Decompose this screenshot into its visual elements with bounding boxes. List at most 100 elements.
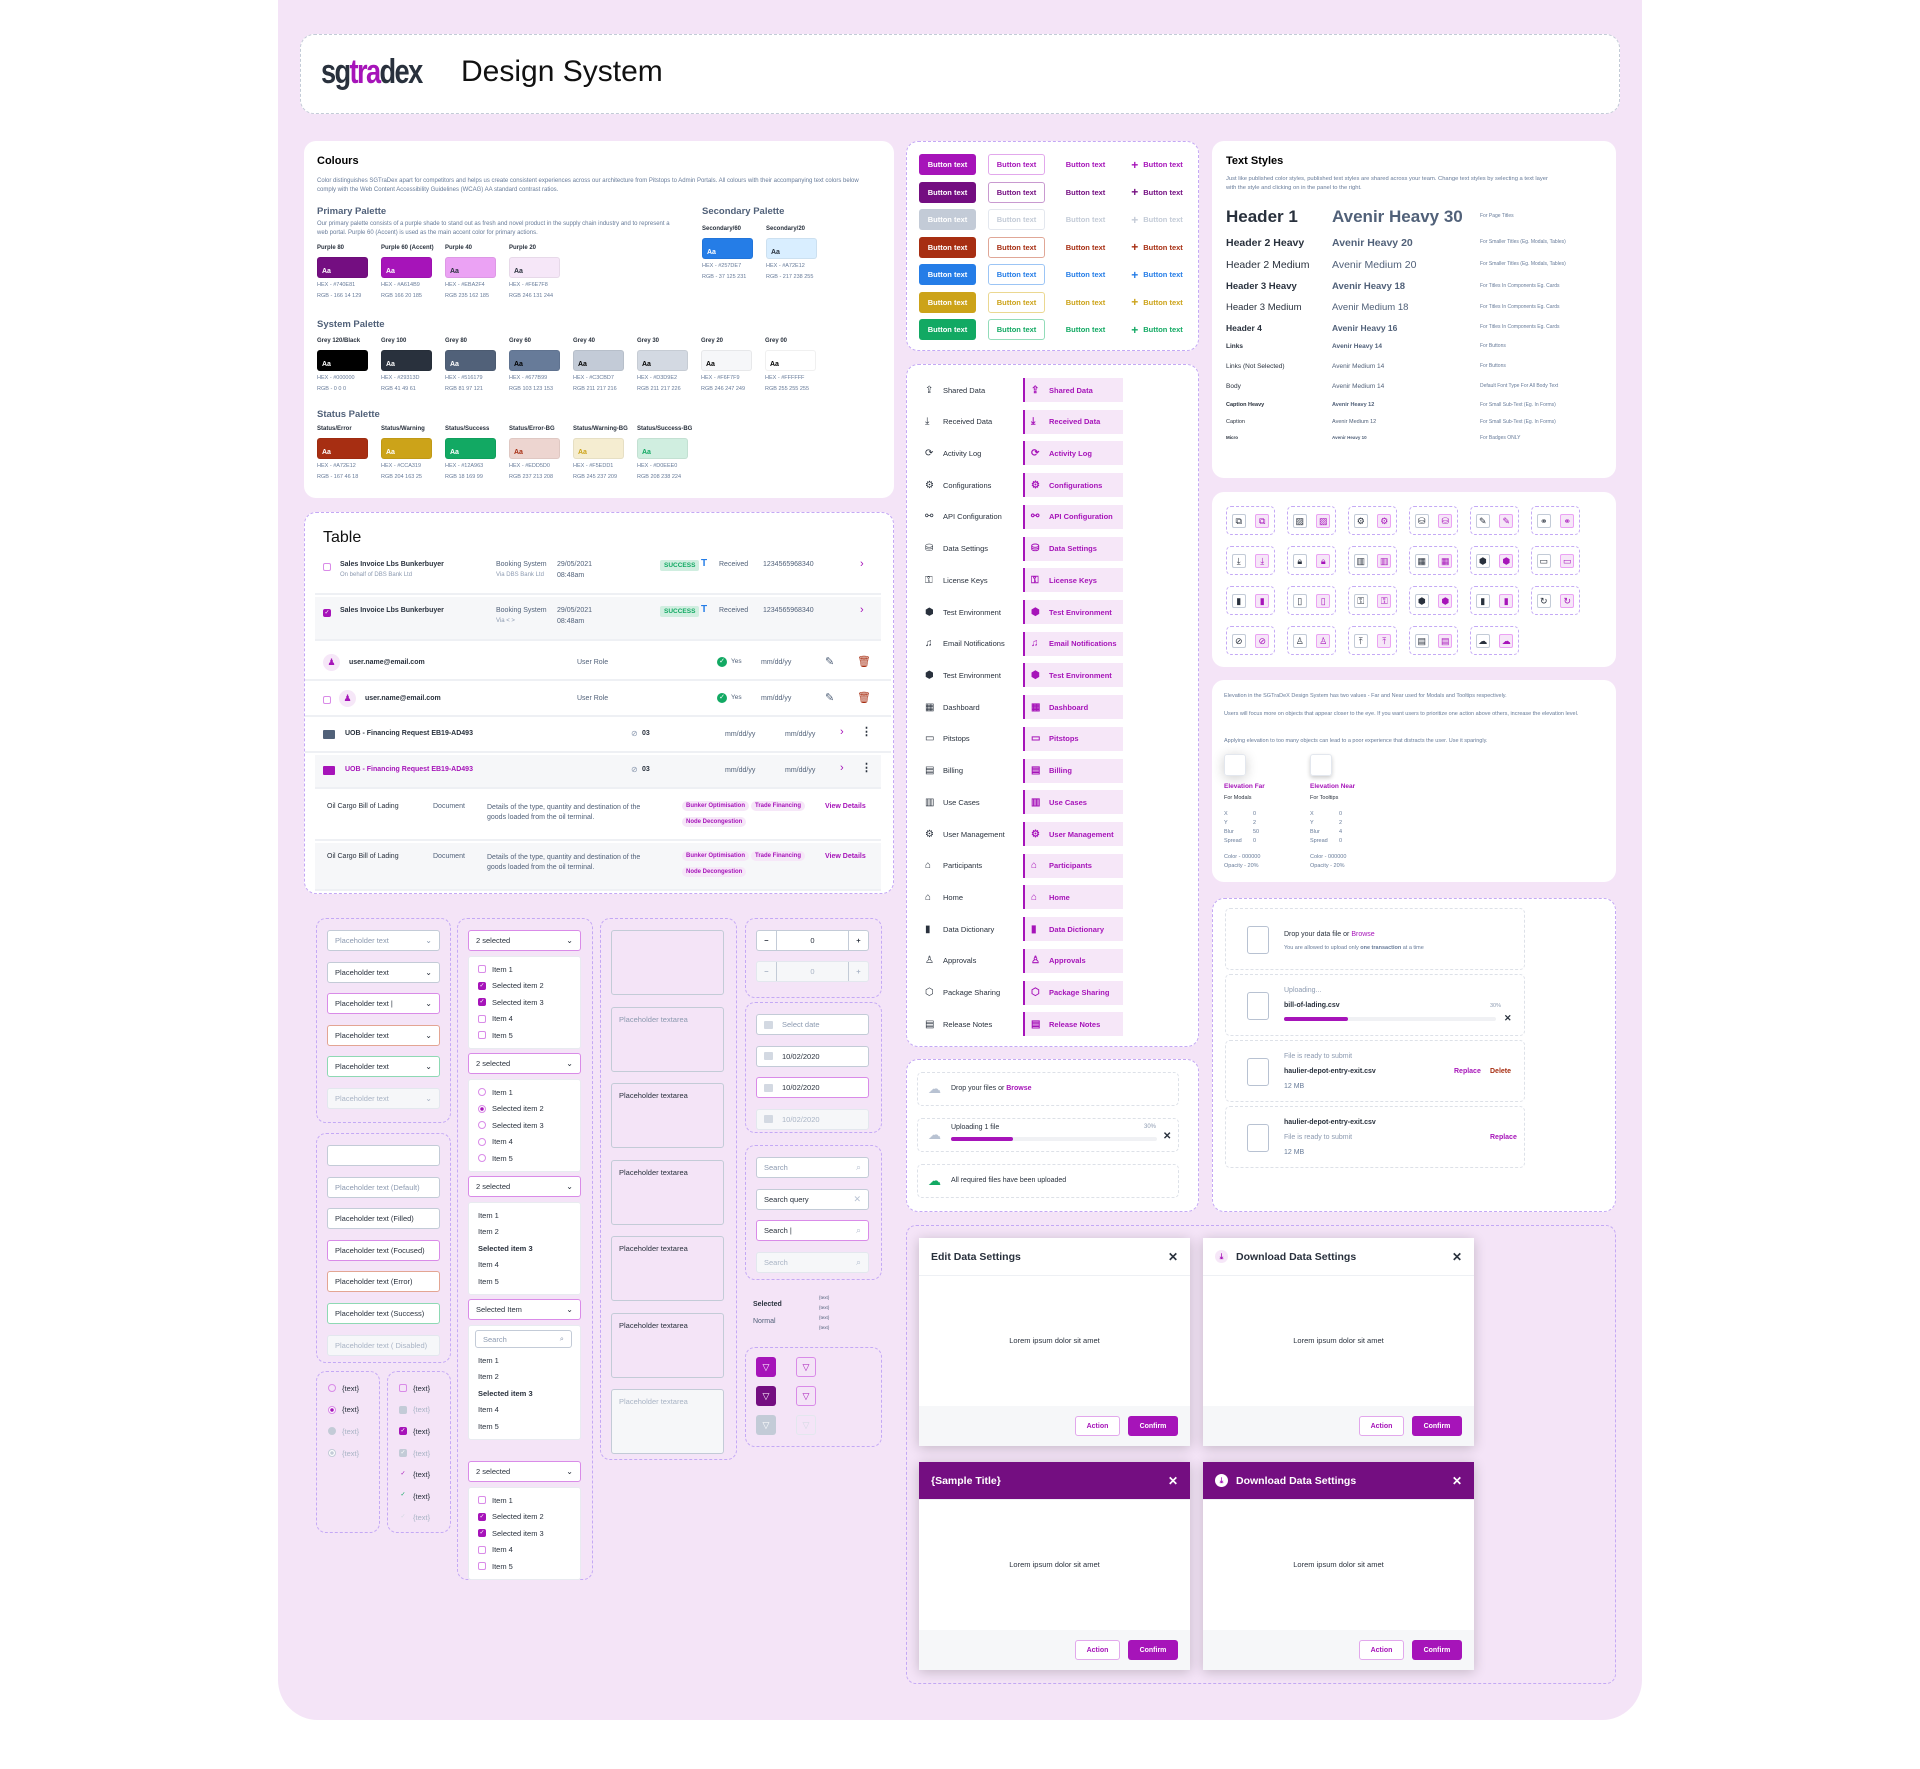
- nav-item-active-dashboard[interactable]: ▦ Dashboard: [1023, 695, 1123, 720]
- checkbox[interactable]: ✓: [400, 1492, 406, 1499]
- filter-icon-button-outline[interactable]: ▽: [796, 1386, 816, 1406]
- radio-button[interactable]: [478, 1104, 486, 1113]
- button-text-secondary[interactable]: Button text: [1065, 270, 1106, 279]
- nav-item-active-email-notifications[interactable]: ♫ Email Notifications: [1023, 631, 1123, 656]
- nav-item-active-configurations[interactable]: ⚙ Configurations: [1023, 473, 1123, 498]
- textarea[interactable]: Placeholder textarea: [611, 1312, 724, 1378]
- nav-item-active-approvals[interactable]: ♙ Approvals: [1023, 948, 1123, 973]
- view-details-link[interactable]: View Details: [825, 803, 866, 810]
- browse-link[interactable]: Browse: [1006, 1085, 1032, 1092]
- plus-button[interactable]: +: [847, 931, 868, 950]
- cancel-upload-icon[interactable]: ✕: [1163, 1131, 1172, 1142]
- textarea[interactable]: Placeholder textarea: [611, 1389, 724, 1454]
- checkbox[interactable]: ✓: [478, 1529, 486, 1538]
- tag-chip[interactable]: Trade Financing: [751, 801, 806, 811]
- checkbox[interactable]: ✓: [400, 1513, 406, 1520]
- button-filled-disabled[interactable]: Button text: [919, 209, 976, 230]
- close-icon[interactable]: ✕: [1167, 1249, 1178, 1264]
- checkbox[interactable]: [478, 965, 486, 974]
- nav-item-license-keys[interactable]: ⚿ License Keys: [919, 568, 1019, 592]
- nav-item-package-sharing[interactable]: ⬡ Package Sharing: [919, 981, 1019, 1005]
- table-row[interactable]: ♟ user.name@email.com User Role ✓ Yes mm/dd/y…: [305, 683, 891, 717]
- textarea[interactable]: Placeholder textarea: [611, 1159, 724, 1225]
- button-icon-disabled[interactable]: + Button text: [1122, 209, 1192, 230]
- nav-item-test-environment[interactable]: ⬢ Test Environment: [919, 600, 1019, 624]
- checkbox-option[interactable]: ✓ {text}: [390, 1510, 430, 1527]
- row-checkbox[interactable]: ✓: [323, 609, 331, 617]
- dropdown-option[interactable]: Item 1: [469, 1084, 580, 1101]
- button-filled-warning[interactable]: Button text: [919, 291, 976, 313]
- dropdown-option[interactable]: Selected item 3: [469, 1240, 580, 1257]
- nav-item-active-pitstops[interactable]: ▭ Pitstops: [1023, 726, 1123, 751]
- date-picker[interactable]: 10/02/2020: [756, 1077, 869, 1099]
- dropzone-small[interactable]: ☁ Drop your files or Browse: [917, 1072, 1179, 1106]
- nav-item-user-management[interactable]: ⚙ User Management: [919, 822, 1019, 846]
- button-outline-primary-pressed[interactable]: Button text: [988, 181, 1045, 203]
- button-filled-secondary[interactable]: Button text: [919, 264, 976, 285]
- kebab-menu-icon[interactable]: ⋮: [861, 726, 872, 738]
- text-input[interactable]: Placeholder text ( Disabled): [327, 1334, 440, 1356]
- button-filled-primary-pressed[interactable]: Button text: [919, 181, 976, 203]
- radio-option[interactable]: {text}: [319, 1380, 359, 1397]
- filter-icon-button-filled[interactable]: ▽: [756, 1386, 776, 1406]
- edit-icon[interactable]: ✎: [825, 656, 835, 668]
- select-dropdown[interactable]: Placeholder text ⌄: [327, 961, 440, 983]
- select-dropdown[interactable]: Placeholder text ⌄: [327, 1056, 440, 1078]
- checkbox[interactable]: [478, 1496, 486, 1505]
- nav-item-active-activity-log[interactable]: ⟳ Activity Log: [1023, 441, 1123, 466]
- table-row[interactable]: ♟ user.name@email.com User Role ✓ Yes mm/dd/y…: [305, 647, 891, 681]
- filter-icon-button-outline[interactable]: ▽: [796, 1357, 816, 1377]
- replace-link[interactable]: Replace: [1490, 1134, 1517, 1141]
- multiselect-dropdown[interactable]: 2 selected ⌄: [468, 1176, 581, 1197]
- dropdown-option[interactable]: Item 4: [469, 1011, 580, 1028]
- table-row[interactable]: ✓ Sales Invoice Lbs Bunkerbuyer Booking Sy…: [315, 597, 881, 641]
- checkbox-option[interactable]: {text}: [390, 1380, 430, 1397]
- nav-item-active-package-sharing[interactable]: ⬡ Package Sharing: [1023, 980, 1123, 1005]
- checkbox[interactable]: ✓: [478, 1512, 486, 1521]
- text-input[interactable]: Placeholder text (Focused): [327, 1239, 440, 1261]
- radio-button[interactable]: [478, 1121, 486, 1130]
- nav-item-home[interactable]: ⌂ Home: [919, 885, 1019, 909]
- dropdown-option[interactable]: ✓ Selected item 3: [469, 1525, 580, 1542]
- nav-item-active-license-keys[interactable]: ⚿ License Keys: [1023, 568, 1123, 593]
- multiselect-dropdown[interactable]: Selected Item ⌄: [468, 1299, 581, 1320]
- radio-option[interactable]: {text}: [319, 1445, 359, 1462]
- checkbox-option[interactable]: ✓ {text}: [390, 1445, 430, 1462]
- button-icon-success[interactable]: + Button text: [1122, 319, 1192, 340]
- confirm-button[interactable]: Confirm: [1412, 1416, 1462, 1436]
- checkbox-option[interactable]: {text}: [390, 1402, 430, 1419]
- tag-chip[interactable]: Bunker Optimisation: [682, 801, 750, 811]
- tag-chip[interactable]: Node Decongestion: [682, 867, 747, 877]
- dropdown-option[interactable]: Item 4: [469, 1134, 580, 1151]
- checkbox[interactable]: [478, 1014, 486, 1023]
- nav-item-activity-log[interactable]: ⟳ Activity Log: [919, 441, 1019, 465]
- search-input[interactable]: Search ⌕: [756, 1251, 869, 1273]
- nav-item-active-release-notes[interactable]: ▤ Release Notes: [1023, 1012, 1123, 1037]
- table-row[interactable]: UOB - Financing Request EB19-AD493 ⊘ 03 mm/…: [315, 755, 881, 789]
- text-input[interactable]: Placeholder text (Error): [327, 1271, 440, 1293]
- radio-option[interactable]: {text}: [319, 1423, 359, 1440]
- checkbox[interactable]: ✓: [399, 1427, 407, 1436]
- dropdown-option[interactable]: Item 5: [469, 1418, 580, 1435]
- trash-icon[interactable]: 🗑︎: [857, 656, 871, 668]
- close-icon[interactable]: ✕: [1451, 1473, 1462, 1488]
- date-picker[interactable]: 10/02/2020: [756, 1108, 869, 1130]
- nav-item-release-notes[interactable]: ▤ Release Notes: [919, 1012, 1019, 1036]
- quantity-stepper[interactable]: − 0 +: [756, 961, 869, 982]
- dropzone-large[interactable]: Drop your data file or Browse You are al…: [1225, 908, 1525, 970]
- chevron-right-icon[interactable]: ›: [860, 558, 864, 570]
- nav-item-active-shared-data[interactable]: ⇪ Shared Data: [1023, 378, 1123, 402]
- textarea[interactable]: Placeholder textarea: [611, 1236, 724, 1301]
- checkbox[interactable]: [478, 1545, 486, 1554]
- dropdown-option[interactable]: Item 4: [469, 1542, 580, 1559]
- button-filled-success[interactable]: Button text: [919, 319, 976, 340]
- nav-item-api-configuration[interactable]: ⚯ API Configuration: [919, 505, 1019, 529]
- dropdown-option[interactable]: Selected item 3: [469, 1385, 580, 1402]
- nav-item-approvals[interactable]: ♙ Approvals: [919, 949, 1019, 973]
- date-picker[interactable]: 10/02/2020: [756, 1045, 869, 1067]
- filter-icon-button-filled[interactable]: ▽: [756, 1415, 776, 1435]
- nav-item-received-data[interactable]: ⤓ Received Data: [919, 410, 1019, 434]
- menu-item-normal[interactable]: Normal: [753, 1318, 776, 1325]
- select-dropdown[interactable]: Placeholder text | ⌄: [327, 993, 440, 1015]
- checkbox[interactable]: [399, 1405, 407, 1414]
